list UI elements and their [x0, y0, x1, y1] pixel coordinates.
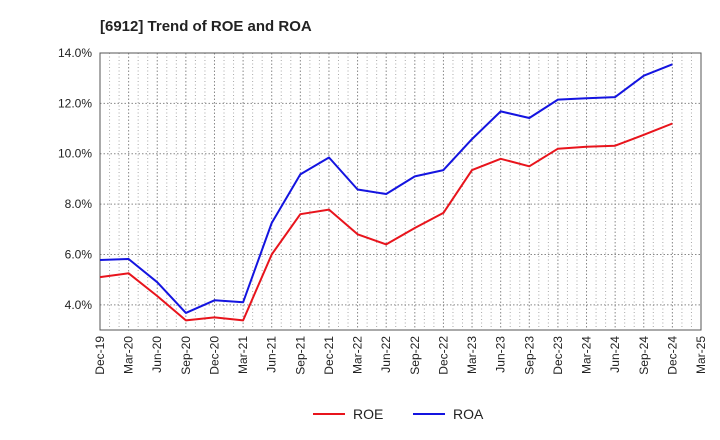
x-tick-label: Mar-23 — [465, 336, 479, 374]
series-line-roa — [99, 63, 673, 314]
x-tick-label: Jun-20 — [150, 336, 164, 373]
y-tick-label: 10.0% — [58, 147, 92, 161]
x-tick-label: Dec-21 — [322, 336, 336, 375]
x-tick-label: Sep-20 — [179, 336, 193, 375]
legend-label-roa: ROA — [453, 406, 484, 422]
x-tick-label: Jun-23 — [494, 336, 508, 373]
x-tick-label: Jun-22 — [379, 336, 393, 373]
chart-title: [6912] Trend of ROE and ROA — [100, 18, 312, 35]
x-tick-label: Dec-22 — [436, 336, 450, 375]
y-tick-label: 6.0% — [65, 247, 93, 261]
series-line-roe — [99, 122, 673, 322]
x-tick-label: Jun-21 — [265, 336, 279, 373]
x-tick-label: Sep-24 — [637, 336, 651, 375]
x-tick-label: Sep-21 — [293, 336, 307, 375]
y-tick-label: 8.0% — [65, 197, 93, 211]
x-tick-label: Dec-20 — [207, 336, 221, 375]
x-tick-label: Sep-22 — [408, 336, 422, 375]
x-tick-label: Dec-19 — [93, 336, 107, 375]
x-tick-label: Mar-25 — [694, 336, 708, 374]
x-tick-label: Sep-23 — [522, 336, 536, 375]
y-tick-label: 4.0% — [65, 298, 93, 312]
y-axis: 4.0% 6.0% 8.0% 10.0% 12.0% 14.0% — [58, 46, 92, 312]
x-tick-label: Mar-22 — [351, 336, 365, 374]
legend: ROE ROA — [313, 406, 484, 422]
series-layer — [99, 63, 673, 322]
x-tick-label: Mar-21 — [236, 336, 250, 374]
y-tick-label: 14.0% — [58, 46, 92, 60]
x-tick-label: Mar-20 — [122, 336, 136, 374]
x-tick-label: Mar-24 — [580, 336, 594, 374]
x-tick-label: Dec-23 — [551, 336, 565, 375]
x-axis: Dec-19 Mar-20 Jun-20 Sep-20 Dec-20 Mar-21 Jun-… — [93, 336, 708, 375]
legend-label-roe: ROE — [353, 406, 383, 422]
grid-layer — [100, 53, 701, 330]
x-tick-label: Jun-24 — [608, 336, 622, 373]
plot-frame — [99, 52, 702, 331]
y-tick-label: 12.0% — [58, 96, 92, 110]
x-tick-label: Dec-24 — [665, 336, 679, 375]
